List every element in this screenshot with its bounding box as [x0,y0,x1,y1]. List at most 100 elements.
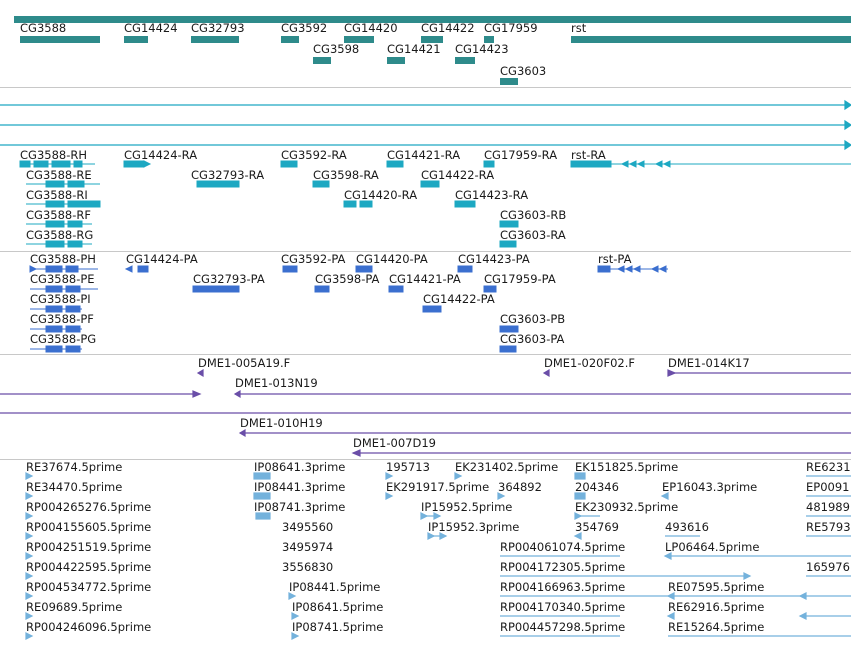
bac-label[interactable]: DME1-007D19 [353,436,436,450]
est-label[interactable]: LP06464.5prime [665,540,760,554]
est-label[interactable]: 195713 [386,460,430,474]
transcript-label[interactable]: CG3588-RG [26,228,94,242]
protein-label[interactable]: CG14422-PA [423,292,495,306]
transcript-label[interactable]: CG32793-RA [191,168,265,182]
bac-label[interactable]: DME1-010H19 [240,416,323,430]
est-label[interactable]: RP004246096.5prime [26,620,152,634]
est-label[interactable]: RE15264.5prime [668,620,765,634]
protein-label[interactable]: CG3603-PB [500,312,566,326]
bac-label[interactable]: DME1-005A19.F [198,356,291,370]
gene-feature[interactable] [500,78,518,85]
est-label[interactable]: EK151825.5prime [575,460,679,474]
protein-label[interactable]: CG3598-PA [315,272,380,286]
est-label[interactable]: EP16043.3prime [662,480,758,494]
est-label[interactable]: IP08641.3prime [254,460,346,474]
gene-label[interactable]: CG32793 [191,21,245,35]
gene-label[interactable]: CG3598 [313,42,360,56]
protein-label[interactable]: CG14423-PA [458,252,530,266]
gene-feature[interactable] [191,36,239,43]
protein-label[interactable]: CG14424-PA [126,252,198,266]
protein-label[interactable]: CG3588-PG [30,332,97,346]
est-label[interactable]: IP08441.3prime [254,480,346,494]
est-label[interactable]: RP004457298.5prime [500,620,626,634]
transcript-label[interactable]: CG3603-RA [500,228,566,242]
protein-label[interactable]: CG3603-PA [500,332,565,346]
gene-label[interactable]: CG3588 [20,21,67,35]
transcript-label[interactable]: CG14422-RA [421,168,495,182]
gene-label[interactable]: rst [571,21,587,35]
est-label[interactable]: RP004172305.5prime [500,560,626,574]
gene-label[interactable]: CG14421 [387,42,441,56]
est-label[interactable]: 493616 [665,520,709,534]
transcript-label[interactable]: CG17959-RA [484,148,558,162]
transcript-label[interactable]: CG3588-RI [26,188,88,202]
transcript-label[interactable]: CG14423-RA [455,188,529,202]
gene-label[interactable]: CG3592 [281,21,328,35]
est-label[interactable]: 354769 [575,520,619,534]
gene-feature[interactable] [387,57,405,64]
est-label[interactable]: RP004166963.5prime [500,580,626,594]
est-label[interactable]: IP08441.5prime [289,580,381,594]
est-label[interactable]: 204346 [575,480,619,494]
est-label[interactable]: RP004155605.5prime [26,520,152,534]
transcript-label[interactable]: CG3603-RB [500,208,567,222]
est-label[interactable]: IP15952.5prime [421,500,513,514]
bac-label[interactable]: DME1-013N19 [235,376,318,390]
est-label[interactable]: EK291917.5prime [386,480,490,494]
est-label[interactable]: RE09689.5prime [26,600,123,614]
est-label[interactable]: EK231402.5prime [455,460,559,474]
protein-label[interactable]: rst-PA [598,252,632,266]
est-label[interactable]: RE6231 [806,460,851,474]
transcript-label[interactable]: CG14421-RA [387,148,461,162]
gene-feature[interactable] [484,36,494,43]
gene-label[interactable]: CG3603 [500,64,547,78]
protein-label[interactable]: CG32793-PA [193,272,265,286]
est-label[interactable]: RP004170340.5prime [500,600,626,614]
est-label[interactable]: IP15952.3prime [428,520,520,534]
gene-feature[interactable] [344,36,374,43]
est-label[interactable]: 3556830 [282,560,334,574]
est-label[interactable]: 3495974 [282,540,334,554]
gene-feature[interactable] [455,57,475,64]
est-label[interactable]: IP08741.3prime [254,500,346,514]
transcript-label[interactable]: CG14420-RA [344,188,418,202]
transcript-label[interactable]: CG14424-RA [124,148,198,162]
protein-label[interactable]: CG3588-PI [30,292,91,306]
gene-feature[interactable] [313,57,331,64]
est-label[interactable]: RE34470.5prime [26,480,123,494]
gene-label[interactable]: CG14420 [344,21,398,35]
transcript-label[interactable]: CG3592-RA [281,148,347,162]
est-label[interactable]: RE5793 [806,520,851,534]
gene-feature[interactable] [571,36,851,43]
est-label[interactable]: RE37674.5prime [26,460,123,474]
est-label[interactable]: RP004265276.5prime [26,500,152,514]
est-label[interactable]: 165976 [806,560,850,574]
protein-label[interactable]: CG3588-PE [30,272,95,286]
transcript-label[interactable]: CG3588-RE [26,168,92,182]
gene-feature[interactable] [281,36,299,43]
est-label[interactable]: 481989 [806,500,850,514]
protein-label[interactable]: CG3588-PF [30,312,94,326]
est-label[interactable]: RP004422595.5prime [26,560,152,574]
est-label[interactable]: RE62916.5prime [668,600,765,614]
protein-label[interactable]: CG17959-PA [484,272,556,286]
bac-label[interactable]: DME1-014K17 [668,356,750,370]
protein-label[interactable]: CG14421-PA [389,272,461,286]
bac-label[interactable]: DME1-020F02.F [544,356,635,370]
est-label[interactable]: IP08741.5prime [292,620,384,634]
protein-label[interactable]: CG3588-PH [30,252,96,266]
gene-label[interactable]: CG14424 [124,21,178,35]
est-label[interactable]: RP004534772.5prime [26,580,152,594]
transcript-label[interactable]: rst-RA [571,148,606,162]
protein-label[interactable]: CG3592-PA [281,252,346,266]
transcript-label[interactable]: CG3588-RH [20,148,87,162]
gene-label[interactable]: CG14422 [421,21,475,35]
transcript-label[interactable]: CG3588-RF [26,208,91,222]
gene-feature[interactable] [20,36,100,43]
est-label[interactable]: 3495560 [282,520,334,534]
transcript-label[interactable]: CG3598-RA [313,168,379,182]
est-label[interactable]: RP004061074.5prime [500,540,626,554]
protein-label[interactable]: CG14420-PA [356,252,428,266]
est-label[interactable]: 364892 [498,480,542,494]
est-label[interactable]: EP0091 [806,480,850,494]
